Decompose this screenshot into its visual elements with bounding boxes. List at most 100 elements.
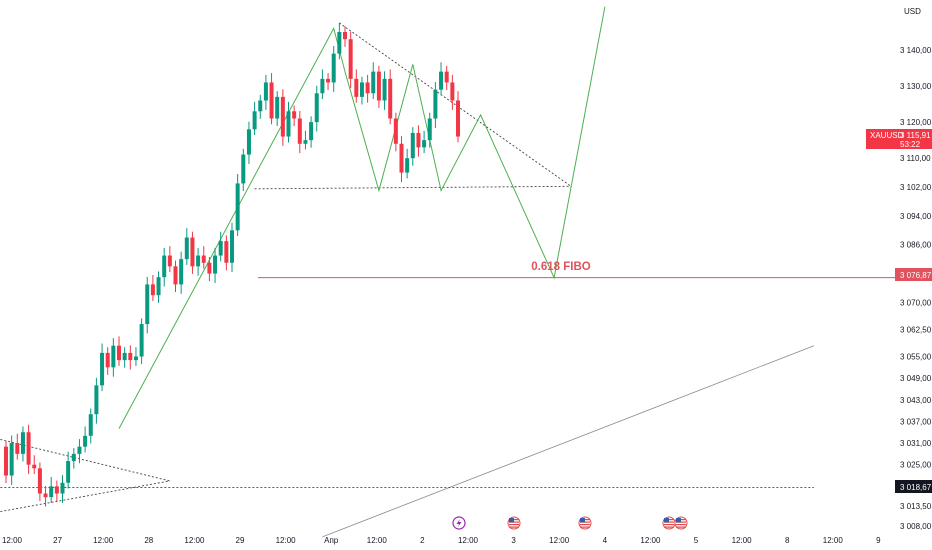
candle[interactable] xyxy=(128,345,133,370)
candle[interactable] xyxy=(77,439,82,464)
price-tick-label: 3 055,00 xyxy=(900,353,932,362)
candle[interactable] xyxy=(179,251,184,294)
candle[interactable] xyxy=(83,426,88,453)
candle[interactable] xyxy=(88,408,93,444)
candle[interactable] xyxy=(320,69,325,100)
economic-events[interactable] xyxy=(452,516,688,530)
candle[interactable] xyxy=(190,231,195,274)
candle[interactable] xyxy=(15,433,20,460)
candle[interactable] xyxy=(156,271,161,303)
candle[interactable] xyxy=(275,91,280,127)
candle[interactable] xyxy=(49,476,54,503)
candle[interactable] xyxy=(376,65,381,109)
candle[interactable] xyxy=(252,101,257,136)
us-flag-icon[interactable] xyxy=(507,516,521,530)
candle[interactable] xyxy=(427,112,432,148)
candle[interactable] xyxy=(241,148,246,191)
upper-resistance-line[interactable] xyxy=(339,22,572,187)
candle[interactable] xyxy=(348,31,353,89)
candle[interactable] xyxy=(26,424,31,475)
candle[interactable] xyxy=(326,73,331,91)
candle[interactable] xyxy=(297,110,302,154)
candle[interactable] xyxy=(213,247,218,283)
us-flag-icon[interactable] xyxy=(578,516,592,530)
candle[interactable] xyxy=(66,451,71,489)
candle[interactable] xyxy=(122,347,127,368)
candle[interactable] xyxy=(105,347,110,375)
lightning-icon[interactable] xyxy=(452,516,466,530)
candle[interactable] xyxy=(167,246,172,273)
candle[interactable] xyxy=(331,46,336,92)
candle[interactable] xyxy=(393,112,398,152)
us-flag-icon[interactable] xyxy=(662,516,676,530)
candle[interactable] xyxy=(258,94,263,119)
candle[interactable] xyxy=(410,127,415,166)
candle[interactable] xyxy=(184,228,189,265)
candle[interactable] xyxy=(269,73,274,125)
candle[interactable] xyxy=(43,485,48,507)
candle[interactable] xyxy=(9,435,14,485)
candle[interactable] xyxy=(111,338,116,377)
candle[interactable] xyxy=(94,377,99,424)
candle[interactable] xyxy=(139,318,144,365)
candle[interactable] xyxy=(337,22,342,60)
candle[interactable] xyxy=(224,235,229,271)
candle-body xyxy=(337,31,342,54)
candle[interactable] xyxy=(246,121,251,164)
candle[interactable] xyxy=(292,105,297,127)
candle[interactable] xyxy=(309,116,314,148)
candle[interactable] xyxy=(416,125,421,157)
triangle-lower-line[interactable] xyxy=(0,480,170,513)
candle[interactable] xyxy=(235,174,240,237)
candle[interactable] xyxy=(201,246,206,269)
candle[interactable] xyxy=(382,71,387,110)
candle[interactable] xyxy=(100,343,105,392)
time-axis[interactable]: 12:00 27 12:00 28 12:00 29 12:00 Апр 12:00 2 12:00… xyxy=(2,536,881,545)
price-axis[interactable]: USD 3 140,00 3 130,00 3 120,00 3 110,00 3 10… xyxy=(900,7,932,531)
candle[interactable] xyxy=(444,65,449,91)
candle[interactable] xyxy=(405,148,410,179)
candle-body xyxy=(444,71,449,83)
candle[interactable] xyxy=(20,426,25,462)
candle[interactable] xyxy=(286,101,291,143)
candle[interactable] xyxy=(173,260,178,292)
candle[interactable] xyxy=(4,440,8,484)
candles[interactable] xyxy=(4,22,460,507)
candle[interactable] xyxy=(399,136,404,182)
candle[interactable] xyxy=(388,69,393,125)
candle[interactable] xyxy=(230,222,234,273)
candle[interactable] xyxy=(263,74,268,110)
candle[interactable] xyxy=(218,231,223,262)
candle[interactable] xyxy=(433,82,438,128)
candle[interactable] xyxy=(354,69,359,103)
time-tick-label: 12:00 xyxy=(184,536,205,545)
candle[interactable] xyxy=(359,76,364,105)
candle[interactable] xyxy=(32,455,37,475)
candle[interactable] xyxy=(150,275,155,301)
candle[interactable] xyxy=(117,336,121,366)
candle[interactable] xyxy=(162,247,167,287)
price-tick-label: 3 130,00 xyxy=(900,82,932,91)
neckline-line[interactable] xyxy=(254,185,572,190)
candle[interactable] xyxy=(439,62,444,96)
rising-trendline-line[interactable] xyxy=(322,345,815,538)
candle[interactable] xyxy=(145,276,150,334)
candle[interactable] xyxy=(60,475,65,503)
candle[interactable] xyxy=(450,74,455,110)
candle[interactable] xyxy=(37,462,42,502)
candle[interactable] xyxy=(207,256,212,282)
candle[interactable] xyxy=(456,91,460,143)
candle[interactable] xyxy=(303,130,308,150)
candle[interactable] xyxy=(314,85,319,132)
candle[interactable] xyxy=(280,89,285,146)
candle[interactable] xyxy=(54,480,59,502)
us-flag-icon[interactable] xyxy=(674,516,688,530)
candle[interactable] xyxy=(371,62,376,100)
candle[interactable] xyxy=(343,26,347,47)
candle[interactable] xyxy=(422,130,427,154)
candle[interactable] xyxy=(71,448,76,469)
candle[interactable] xyxy=(365,74,370,103)
candle[interactable] xyxy=(133,347,138,366)
candle[interactable] xyxy=(196,247,201,276)
